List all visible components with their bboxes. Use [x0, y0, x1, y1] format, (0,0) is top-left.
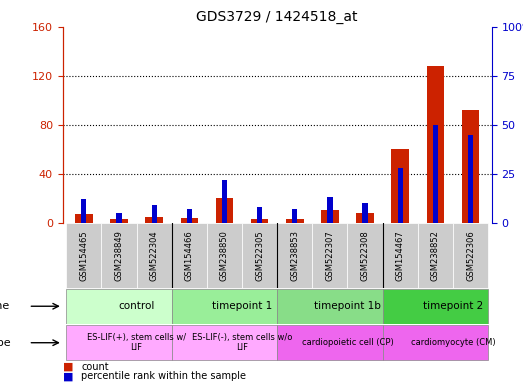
Bar — [383, 223, 418, 288]
Text: count: count — [81, 362, 109, 372]
Bar — [453, 223, 488, 288]
Bar — [468, 135, 473, 223]
Text: ■: ■ — [63, 371, 73, 381]
Text: GSM522306: GSM522306 — [466, 230, 475, 281]
Bar — [137, 223, 172, 288]
Bar — [347, 223, 383, 288]
Text: GSM522304: GSM522304 — [150, 230, 158, 281]
Bar — [327, 197, 333, 223]
Bar — [391, 149, 409, 223]
Text: GSM154467: GSM154467 — [396, 230, 405, 281]
Text: GSM154465: GSM154465 — [79, 230, 88, 281]
Bar — [172, 289, 277, 324]
Bar — [433, 125, 438, 223]
Bar — [172, 325, 277, 360]
Bar — [397, 168, 403, 223]
Text: GSM238850: GSM238850 — [220, 230, 229, 281]
Text: GSM522308: GSM522308 — [360, 230, 370, 281]
Bar — [242, 223, 277, 288]
Bar — [207, 223, 242, 288]
Bar — [277, 325, 383, 360]
Bar — [101, 223, 137, 288]
Bar — [66, 289, 172, 324]
Text: ■: ■ — [63, 362, 73, 372]
Title: GDS3729 / 1424518_at: GDS3729 / 1424518_at — [197, 10, 358, 25]
Text: GSM154466: GSM154466 — [185, 230, 194, 281]
Text: timepoint 1b: timepoint 1b — [314, 301, 381, 311]
Bar — [362, 203, 368, 223]
Bar — [251, 219, 268, 223]
Text: control: control — [118, 301, 155, 311]
Text: cell type: cell type — [0, 338, 10, 348]
Bar — [81, 199, 86, 223]
Text: percentile rank within the sample: percentile rank within the sample — [81, 371, 246, 381]
Bar — [110, 219, 128, 223]
Text: timepoint 1: timepoint 1 — [212, 301, 272, 311]
Text: ES-LIF(+), stem cells w/
LIF: ES-LIF(+), stem cells w/ LIF — [87, 333, 186, 353]
Text: ES-LIF(-), stem cells w/o
LIF: ES-LIF(-), stem cells w/o LIF — [192, 333, 292, 353]
Bar — [277, 223, 312, 288]
Bar — [321, 210, 339, 223]
Bar — [286, 219, 303, 223]
Text: cardiopoietic cell (CP): cardiopoietic cell (CP) — [302, 338, 393, 347]
Bar — [292, 209, 298, 223]
Text: GSM522305: GSM522305 — [255, 230, 264, 281]
Bar — [222, 180, 227, 223]
Bar — [257, 207, 262, 223]
Text: GSM238853: GSM238853 — [290, 230, 299, 281]
Bar — [66, 325, 172, 360]
Bar — [116, 213, 122, 223]
Text: GSM238852: GSM238852 — [431, 230, 440, 281]
Bar — [215, 198, 233, 223]
Text: cardiomyocyte (CM): cardiomyocyte (CM) — [411, 338, 495, 347]
Bar — [312, 223, 347, 288]
Bar — [383, 289, 488, 324]
Text: time: time — [0, 301, 10, 311]
Bar — [462, 110, 479, 223]
Bar — [356, 213, 374, 223]
Text: GSM522307: GSM522307 — [325, 230, 334, 281]
Bar — [383, 325, 488, 360]
Bar — [427, 66, 444, 223]
Bar — [145, 217, 163, 223]
Text: GSM238849: GSM238849 — [115, 230, 123, 281]
Text: timepoint 2: timepoint 2 — [423, 301, 483, 311]
Bar — [180, 218, 198, 223]
Bar — [152, 205, 157, 223]
Bar — [277, 289, 383, 324]
Bar — [66, 223, 101, 288]
Bar — [187, 209, 192, 223]
Bar — [418, 223, 453, 288]
Bar — [172, 223, 207, 288]
Bar — [75, 214, 93, 223]
